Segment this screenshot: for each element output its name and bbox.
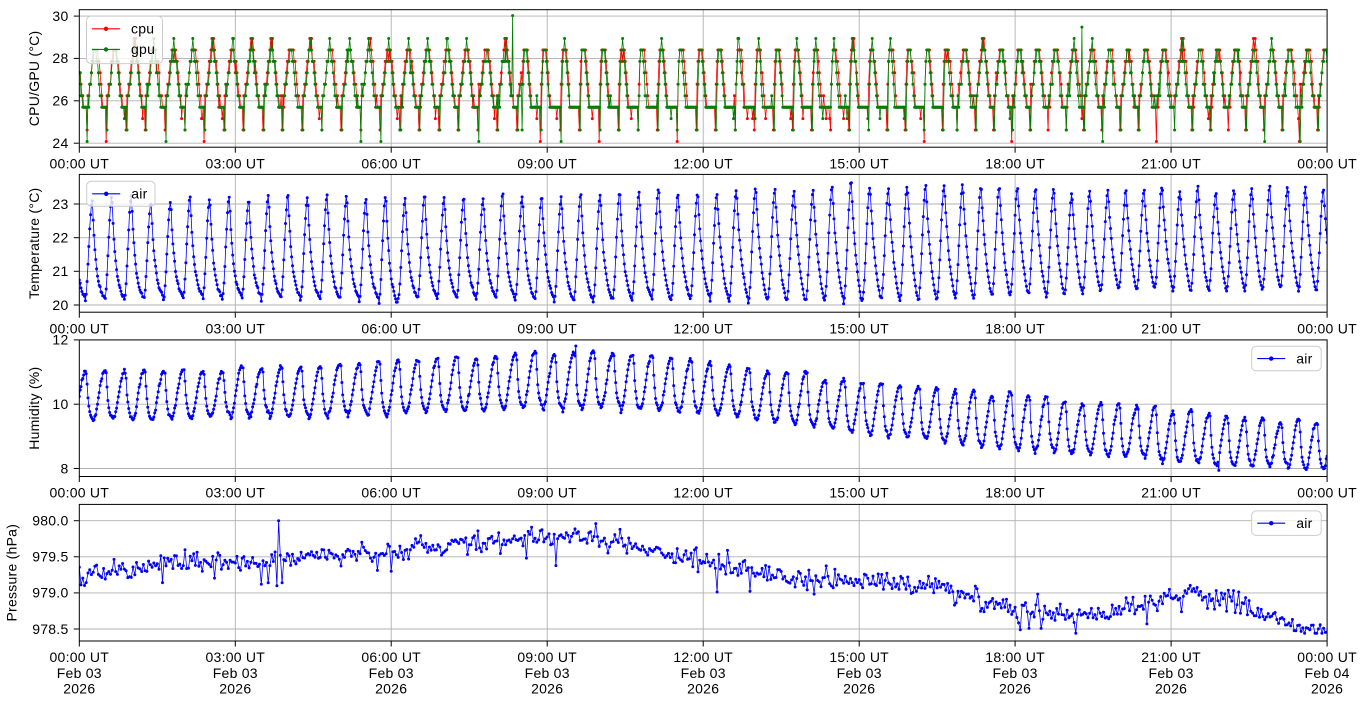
svg-text:2026: 2026 xyxy=(531,680,563,696)
svg-text:2026: 2026 xyxy=(1311,680,1343,696)
svg-text:gpu: gpu xyxy=(131,41,155,57)
svg-text:cpu: cpu xyxy=(131,21,154,37)
svg-text:21:00 UT: 21:00 UT xyxy=(1141,320,1201,336)
svg-text:23: 23 xyxy=(52,196,68,212)
svg-text:Feb 03: Feb 03 xyxy=(525,665,570,681)
svg-text:03:00 UT: 03:00 UT xyxy=(206,649,266,665)
svg-text:21:00 UT: 21:00 UT xyxy=(1141,649,1201,665)
svg-text:Humidity (%): Humidity (%) xyxy=(26,367,42,450)
svg-text:18:00 UT: 18:00 UT xyxy=(985,320,1045,336)
svg-text:21:00 UT: 21:00 UT xyxy=(1141,485,1201,501)
svg-text:2026: 2026 xyxy=(375,680,407,696)
svg-text:00:00 UT: 00:00 UT xyxy=(1297,320,1357,336)
svg-text:00:00 UT: 00:00 UT xyxy=(1297,155,1357,171)
svg-text:Feb 03: Feb 03 xyxy=(213,665,258,681)
svg-text:Pressure (hPa): Pressure (hPa) xyxy=(4,524,20,622)
svg-text:28: 28 xyxy=(52,50,68,66)
svg-text:18:00 UT: 18:00 UT xyxy=(985,155,1045,171)
svg-text:00:00 UT: 00:00 UT xyxy=(50,649,110,665)
svg-text:10: 10 xyxy=(52,396,68,412)
svg-text:15:00 UT: 15:00 UT xyxy=(829,320,889,336)
svg-text:15:00 UT: 15:00 UT xyxy=(829,155,889,171)
svg-text:2026: 2026 xyxy=(219,680,251,696)
svg-text:15:00 UT: 15:00 UT xyxy=(829,649,889,665)
svg-text:978.5: 978.5 xyxy=(32,621,68,637)
svg-text:air: air xyxy=(1296,515,1312,531)
svg-text:12:00 UT: 12:00 UT xyxy=(673,649,733,665)
svg-text:CPU/GPU (°C): CPU/GPU (°C) xyxy=(26,31,42,127)
svg-text:30: 30 xyxy=(52,8,68,24)
svg-text:Feb 03: Feb 03 xyxy=(1149,665,1194,681)
svg-text:2026: 2026 xyxy=(687,680,719,696)
svg-text:03:00 UT: 03:00 UT xyxy=(206,485,266,501)
svg-text:03:00 UT: 03:00 UT xyxy=(206,320,266,336)
svg-text:Feb 03: Feb 03 xyxy=(681,665,726,681)
svg-text:Feb 04: Feb 04 xyxy=(1305,665,1350,681)
svg-text:12:00 UT: 12:00 UT xyxy=(673,155,733,171)
svg-text:2026: 2026 xyxy=(63,680,95,696)
svg-text:03:00 UT: 03:00 UT xyxy=(206,155,266,171)
svg-text:06:00 UT: 06:00 UT xyxy=(361,155,421,171)
svg-text:00:00 UT: 00:00 UT xyxy=(1297,485,1357,501)
svg-text:24: 24 xyxy=(52,135,68,151)
svg-text:979.0: 979.0 xyxy=(32,585,68,601)
svg-text:00:00 UT: 00:00 UT xyxy=(50,485,110,501)
svg-text:06:00 UT: 06:00 UT xyxy=(361,649,421,665)
svg-text:26: 26 xyxy=(52,93,68,109)
svg-text:20: 20 xyxy=(52,297,68,313)
svg-text:21: 21 xyxy=(52,263,68,279)
svg-text:2026: 2026 xyxy=(1155,680,1187,696)
svg-text:979.5: 979.5 xyxy=(32,549,68,565)
svg-text:air: air xyxy=(131,186,147,202)
svg-text:22: 22 xyxy=(52,230,68,246)
svg-text:00:00 UT: 00:00 UT xyxy=(1297,649,1357,665)
svg-text:8: 8 xyxy=(60,460,68,476)
svg-text:Feb 03: Feb 03 xyxy=(369,665,414,681)
svg-text:09:00 UT: 09:00 UT xyxy=(517,155,577,171)
svg-text:15:00 UT: 15:00 UT xyxy=(829,485,889,501)
svg-text:09:00 UT: 09:00 UT xyxy=(517,485,577,501)
svg-text:18:00 UT: 18:00 UT xyxy=(985,485,1045,501)
svg-text:2026: 2026 xyxy=(999,680,1031,696)
svg-text:12:00 UT: 12:00 UT xyxy=(673,485,733,501)
svg-text:09:00 UT: 09:00 UT xyxy=(517,320,577,336)
svg-text:Feb 03: Feb 03 xyxy=(993,665,1038,681)
svg-text:06:00 UT: 06:00 UT xyxy=(361,485,421,501)
svg-text:12: 12 xyxy=(52,332,68,348)
svg-text:06:00 UT: 06:00 UT xyxy=(361,320,421,336)
svg-text:21:00 UT: 21:00 UT xyxy=(1141,155,1201,171)
svg-text:00:00 UT: 00:00 UT xyxy=(50,320,110,336)
svg-text:980.0: 980.0 xyxy=(32,513,68,529)
svg-text:air: air xyxy=(1296,350,1312,366)
svg-text:Feb 03: Feb 03 xyxy=(837,665,882,681)
svg-text:09:00 UT: 09:00 UT xyxy=(517,649,577,665)
svg-text:Feb 03: Feb 03 xyxy=(57,665,102,681)
svg-text:Temperature (°C): Temperature (°C) xyxy=(26,188,42,300)
svg-text:18:00 UT: 18:00 UT xyxy=(985,649,1045,665)
svg-text:12:00 UT: 12:00 UT xyxy=(673,320,733,336)
svg-text:2026: 2026 xyxy=(843,680,875,696)
svg-text:00:00 UT: 00:00 UT xyxy=(50,155,110,171)
